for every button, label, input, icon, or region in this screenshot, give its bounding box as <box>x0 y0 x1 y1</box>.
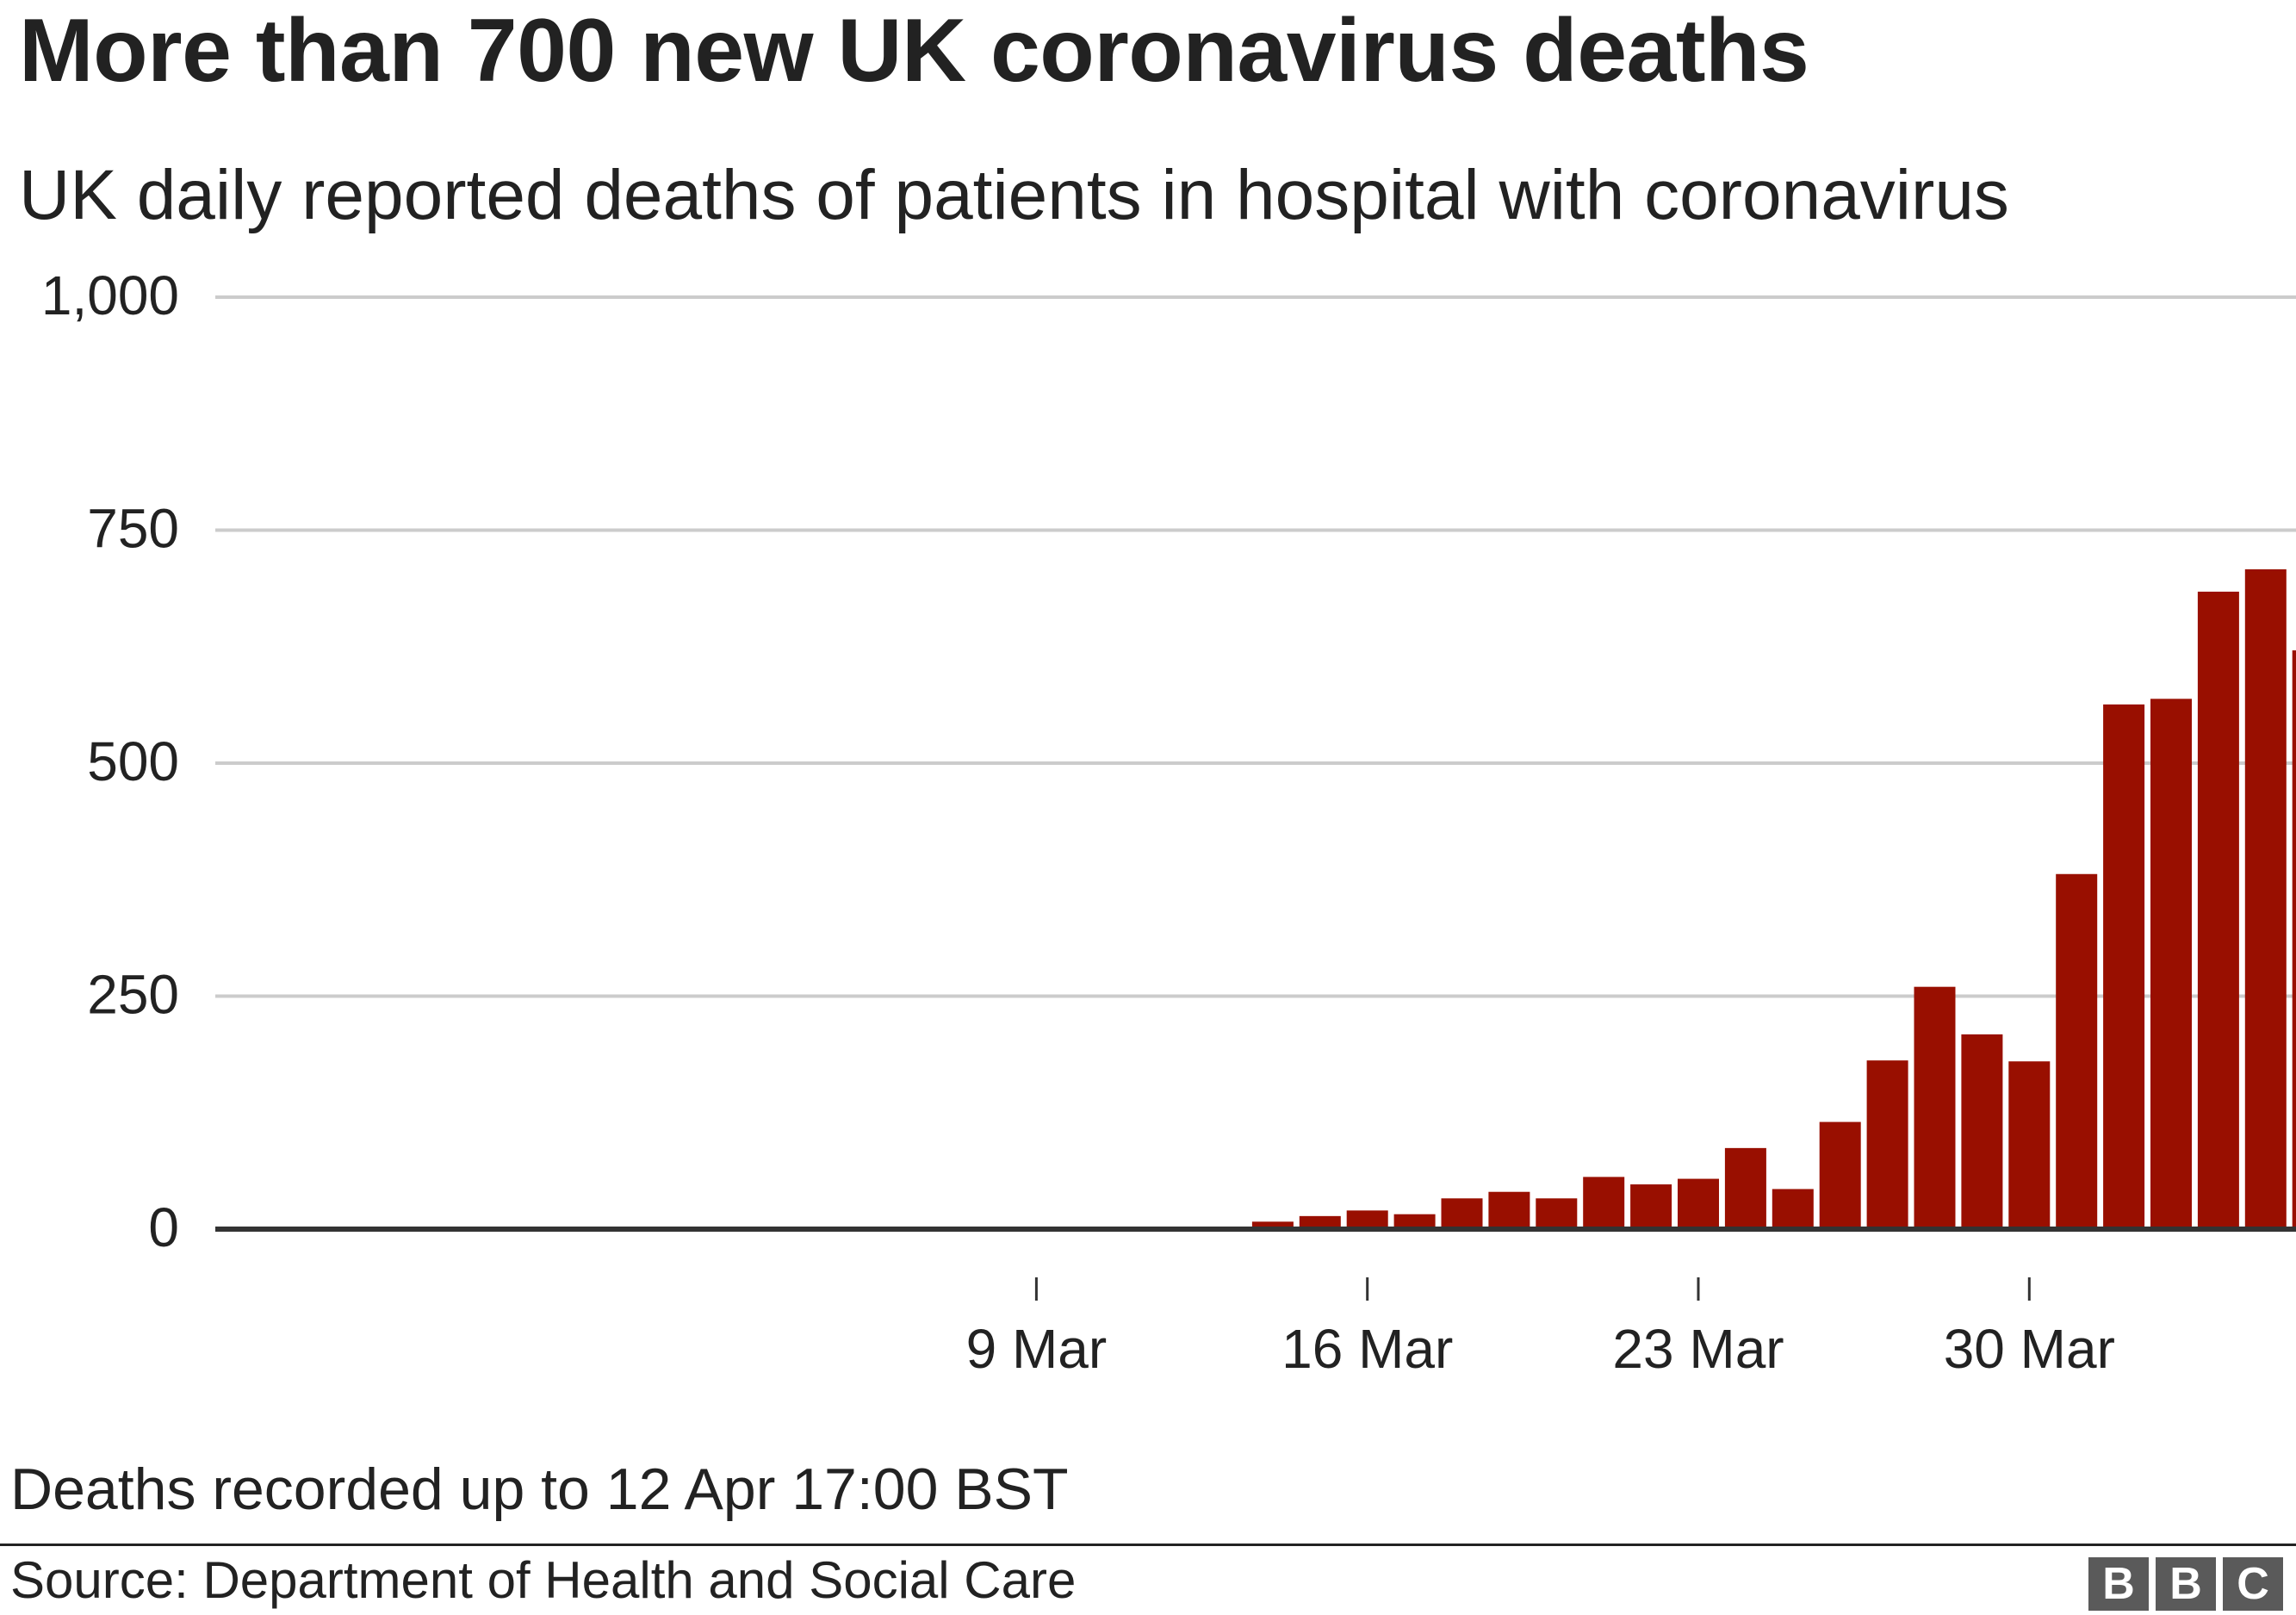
bar <box>1299 1215 1341 1229</box>
y-tick-label: 250 <box>87 964 179 1026</box>
x-tick-label: 23 Mar <box>1612 1318 1784 1380</box>
x-tick-label: 30 Mar <box>1944 1318 2115 1380</box>
bar <box>2197 591 2239 1229</box>
gridlines <box>215 295 2296 998</box>
footnote: Deaths recorded up to 12 Apr 17:00 BST <box>10 1457 1069 1522</box>
bar <box>1866 1060 1908 1229</box>
bar <box>1346 1210 1388 1229</box>
bar <box>1630 1184 1672 1229</box>
y-tick-label: 0 <box>148 1196 179 1258</box>
bar <box>2150 699 2192 1229</box>
bar <box>1961 1034 2003 1229</box>
bar <box>1536 1198 1578 1229</box>
bbc-logo: B B C <box>2088 1557 2283 1611</box>
y-tick-label: 1,000 <box>41 264 179 326</box>
source-text: Source: Department of Health and Social … <box>10 1551 1077 1609</box>
bar <box>1583 1177 1625 1229</box>
logo-letter: B <box>2088 1557 2149 1611</box>
y-tick-label: 750 <box>87 498 179 560</box>
footer-divider <box>0 1544 2296 1546</box>
bar <box>2103 704 2145 1229</box>
bar <box>1772 1189 1814 1229</box>
y-tick-label: 500 <box>87 730 179 792</box>
logo-letter: C <box>2223 1557 2283 1611</box>
bar <box>2292 650 2296 1229</box>
bar <box>1393 1214 1436 1229</box>
bar <box>1678 1178 1719 1229</box>
chart-subtitle: UK daily reported deaths of patients in … <box>19 156 2009 234</box>
bar <box>2008 1061 2051 1229</box>
bar <box>2244 568 2287 1229</box>
bar <box>1914 986 1956 1229</box>
bars <box>1251 568 2296 1229</box>
x-tick-label: 9 Mar <box>966 1318 1108 1380</box>
logo-letter: B <box>2156 1557 2216 1611</box>
bar <box>2056 873 2098 1229</box>
x-tick-label: 16 Mar <box>1281 1318 1453 1380</box>
bar <box>1251 1221 1294 1229</box>
bar <box>1724 1147 1766 1229</box>
bar <box>1819 1121 1861 1229</box>
bar <box>1488 1191 1530 1229</box>
bar <box>1441 1198 1483 1229</box>
chart-title: More than 700 new UK coronavirus deaths <box>19 1 1809 101</box>
